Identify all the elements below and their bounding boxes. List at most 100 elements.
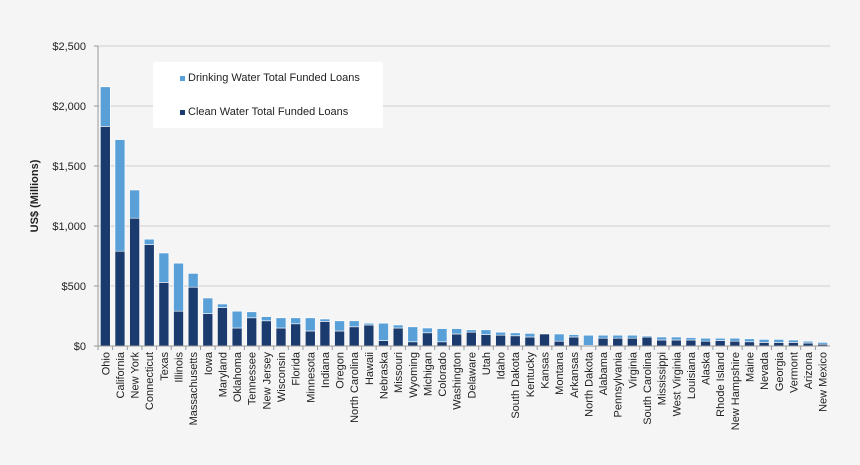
x-tick-label: Pennsylvania bbox=[613, 351, 625, 417]
bar-clean-water bbox=[729, 340, 741, 347]
bar-drinking-water bbox=[407, 326, 419, 343]
legend-item-clean-water: Clean Water Total Funded Loans bbox=[180, 106, 348, 118]
x-tick-label: South Dakota bbox=[510, 351, 522, 419]
bar-drinking-water bbox=[319, 318, 331, 322]
bar-clean-water bbox=[363, 324, 375, 347]
bar-clean-water bbox=[641, 336, 653, 347]
x-tick-label: Vermont bbox=[788, 352, 800, 393]
bar-drinking-water bbox=[100, 86, 111, 127]
bar-clean-water bbox=[700, 340, 711, 347]
y-tick-label: $0 bbox=[74, 341, 86, 353]
x-tick-label: Arkansas bbox=[569, 352, 581, 398]
bar-drinking-water bbox=[729, 337, 741, 342]
x-tick-label: Idaho bbox=[496, 352, 508, 380]
bar-clean-water bbox=[539, 333, 550, 347]
bar-clean-water bbox=[378, 340, 389, 347]
bar-clean-water bbox=[466, 331, 477, 347]
bar-clean-water bbox=[597, 337, 609, 347]
x-tick-label: Michigan bbox=[422, 352, 434, 396]
bar-drinking-water bbox=[714, 337, 726, 341]
y-axis: $0 $500 $1,000 $1,500 $2,000 $2,500 bbox=[52, 41, 99, 353]
bar-clean-water bbox=[246, 317, 257, 347]
bar-clean-water bbox=[202, 313, 214, 347]
bar-clean-water bbox=[100, 126, 111, 347]
x-tick-label: Kentucky bbox=[525, 352, 537, 398]
bar-drinking-water bbox=[480, 329, 492, 335]
bar-drinking-water bbox=[275, 317, 287, 329]
bar-drinking-water bbox=[451, 328, 462, 335]
bar-drinking-water bbox=[466, 329, 477, 333]
bar-drinking-water bbox=[524, 333, 536, 338]
bar-clean-water bbox=[671, 339, 682, 347]
x-tick-label: Louisiana bbox=[686, 351, 698, 399]
bar-drinking-water bbox=[158, 252, 170, 283]
bar-drinking-water bbox=[773, 339, 785, 343]
x-tick-label: Alabama bbox=[598, 351, 610, 395]
y-tick-label: $1,500 bbox=[52, 161, 86, 173]
bar-clean-water bbox=[480, 334, 492, 347]
x-tick-label: Missouri bbox=[393, 352, 405, 393]
y-axis-label: US$ (Millions) bbox=[29, 159, 41, 232]
bar-drinking-water bbox=[114, 139, 126, 252]
bar-clean-water bbox=[524, 336, 536, 347]
bar-drinking-water bbox=[597, 334, 609, 339]
bar-clean-water bbox=[553, 340, 565, 347]
y-tick-label: $500 bbox=[62, 281, 86, 293]
legend-item-drinking-water: Drinking Water Total Funded Loans bbox=[180, 72, 360, 84]
bar-clean-water bbox=[495, 334, 506, 347]
bar-clean-water bbox=[451, 333, 462, 347]
bar-clean-water bbox=[334, 330, 345, 347]
y-tick-label: $2,500 bbox=[52, 41, 86, 53]
bar-clean-water bbox=[714, 340, 726, 347]
x-tick-label: West Virginia bbox=[671, 351, 683, 416]
bar-clean-water bbox=[685, 339, 697, 347]
bar-drinking-water bbox=[143, 238, 155, 245]
x-tick-label: Iowa bbox=[203, 351, 215, 375]
bar-clean-water bbox=[407, 341, 419, 347]
x-tick-label: Wisconsin bbox=[276, 352, 288, 402]
bar-drinking-water bbox=[348, 320, 360, 328]
bar-drinking-water bbox=[627, 334, 638, 339]
bar-drinking-water bbox=[187, 273, 199, 288]
bar-clean-water bbox=[143, 244, 155, 347]
bar-clean-water bbox=[261, 320, 272, 347]
x-tick-label: Florida bbox=[291, 351, 303, 386]
bar-drinking-water bbox=[744, 338, 755, 343]
bar-clean-water bbox=[788, 342, 799, 347]
bar-clean-water bbox=[612, 337, 623, 347]
bar-clean-water bbox=[231, 327, 243, 347]
bar-clean-water bbox=[173, 310, 184, 347]
legend-label: Drinking Water Total Funded Loans bbox=[188, 72, 360, 84]
x-tick-label: Delaware bbox=[466, 352, 478, 398]
bar-clean-water bbox=[187, 286, 199, 347]
bar-clean-water bbox=[656, 339, 667, 347]
bar-drinking-water bbox=[217, 303, 228, 308]
bar-clean-water bbox=[627, 337, 638, 347]
bar-drinking-water bbox=[583, 334, 594, 346]
x-tick-label: Nebraska bbox=[378, 351, 390, 399]
bar-drinking-water bbox=[758, 339, 770, 343]
x-tick-label: Oklahoma bbox=[232, 351, 244, 402]
y-tick-label: $2,000 bbox=[52, 101, 86, 113]
x-tick-label: Wyoming bbox=[408, 352, 420, 398]
bar-drinking-water bbox=[802, 340, 814, 344]
x-tick-label: New Jersey bbox=[261, 352, 273, 410]
bar-drinking-water bbox=[700, 337, 711, 342]
x-tick-label: Indiana bbox=[320, 351, 332, 388]
x-tick-label: Tennessee bbox=[247, 352, 259, 405]
x-tick-label: California bbox=[115, 351, 127, 398]
x-tick-label: Minnesota bbox=[305, 351, 317, 403]
bar-drinking-water bbox=[422, 327, 433, 334]
bar-drinking-water bbox=[671, 336, 682, 341]
bar-clean-water bbox=[319, 321, 331, 347]
x-tick-label: Massachusetts bbox=[188, 352, 200, 426]
legend-label: Clean Water Total Funded Loans bbox=[188, 106, 349, 118]
bar-drinking-water bbox=[509, 332, 521, 337]
bar-clean-water bbox=[114, 250, 126, 347]
x-tick-label: Arizona bbox=[803, 351, 815, 389]
bar-clean-water bbox=[129, 217, 140, 347]
bar-clean-water bbox=[392, 327, 404, 347]
bar-drinking-water bbox=[363, 322, 375, 326]
x-tick-label: New Mexico bbox=[818, 352, 830, 412]
